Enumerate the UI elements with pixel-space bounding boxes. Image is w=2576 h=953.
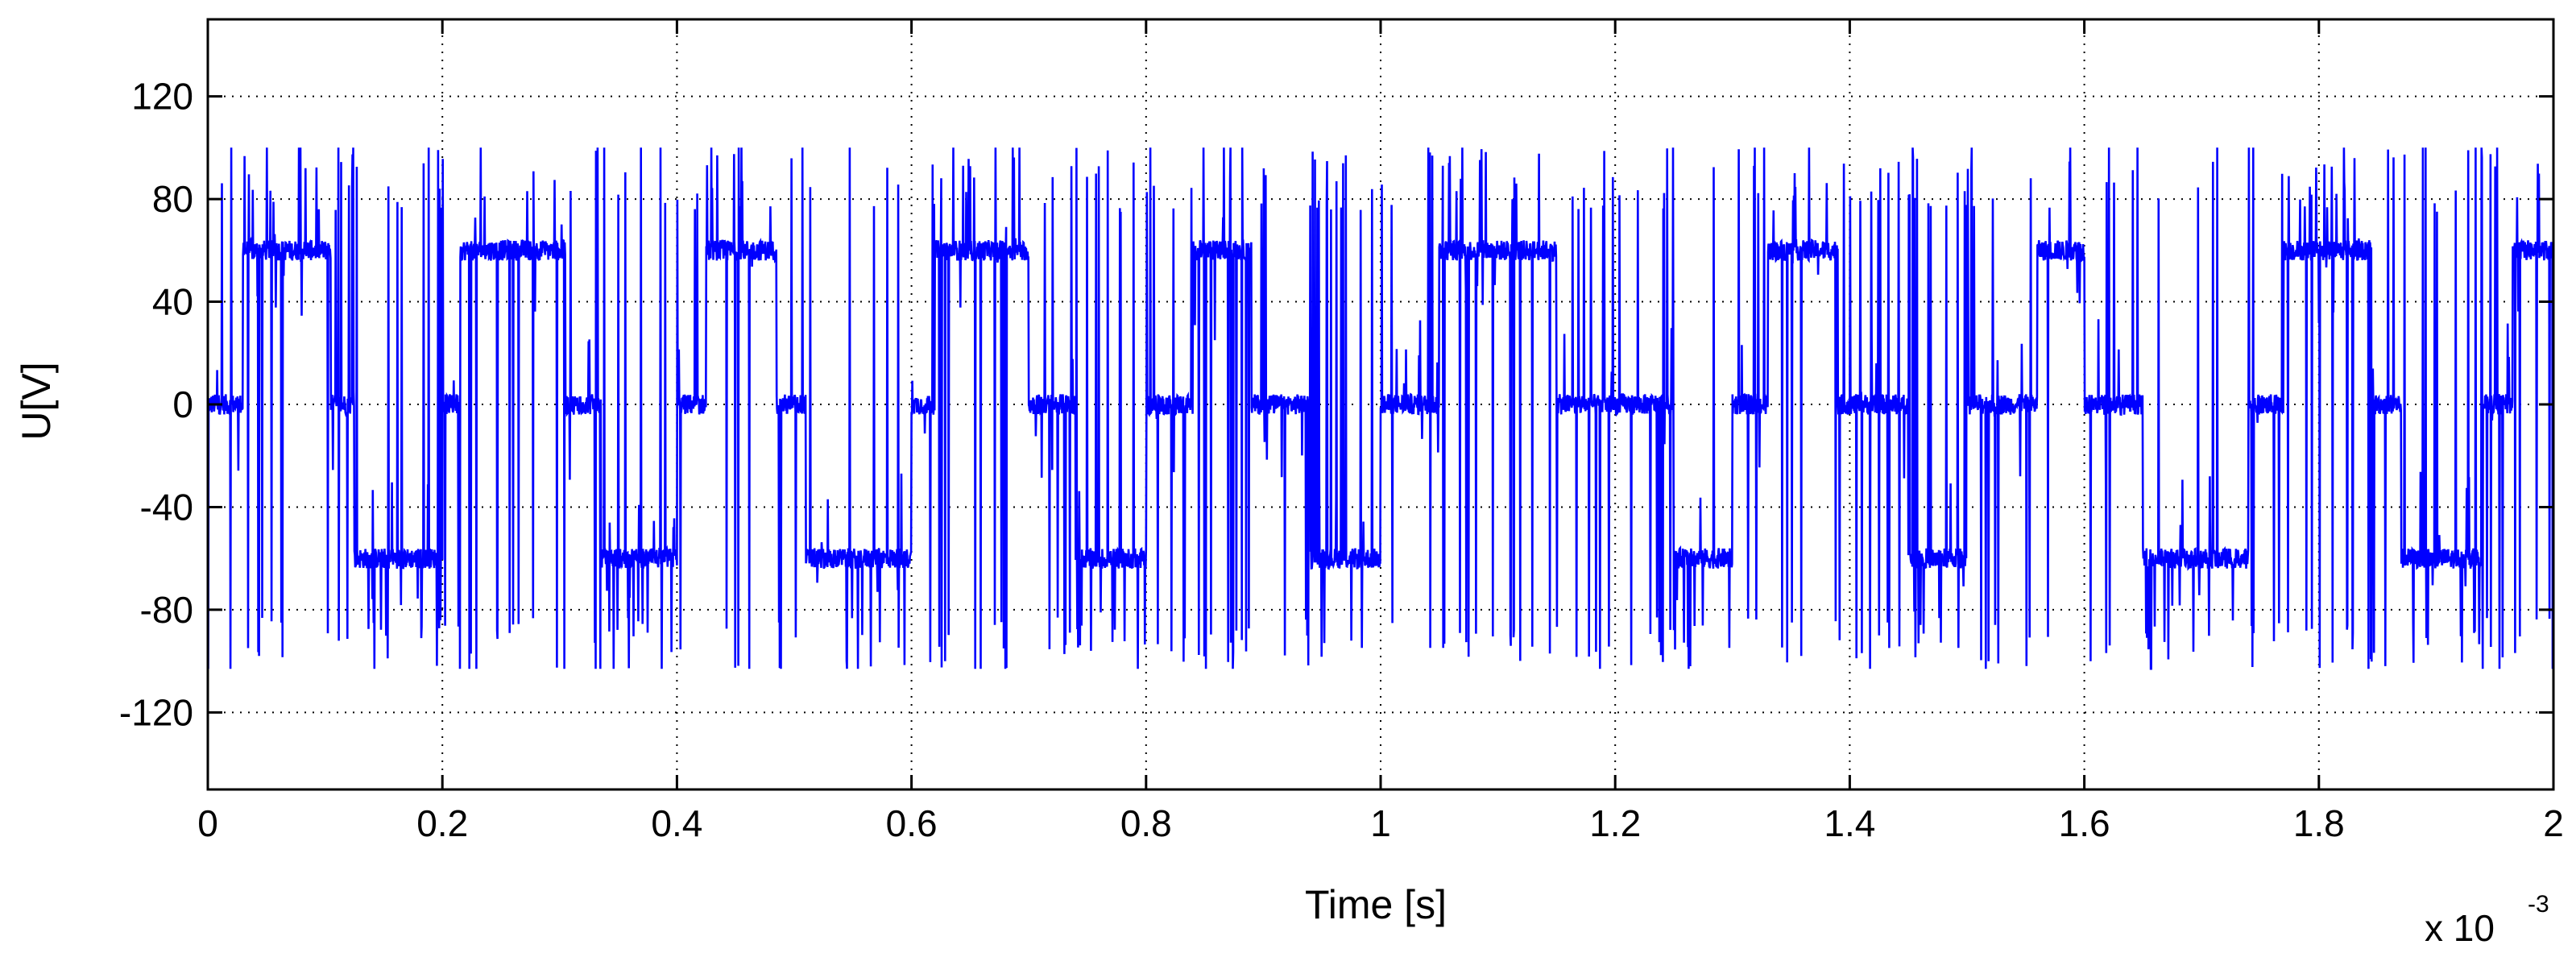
y-tick-label: 0: [172, 383, 193, 425]
x-tick-label: 0.6: [886, 802, 938, 844]
x-tick-label: 1.4: [1824, 802, 1875, 844]
x-axis-label: Time [s]: [1305, 882, 1447, 927]
voltage-series-line: [206, 147, 2555, 670]
x-tick-labels: 0 0.2 0.4 0.6 0.8 1 1.2 1.4 1.6 1.8 2: [197, 802, 2564, 844]
x-tick-label: 0.2: [416, 802, 468, 844]
x-tick-label: 1: [1370, 802, 1391, 844]
series-layer: [206, 147, 2555, 670]
x-tick-label: 0: [197, 802, 218, 844]
y-tick-labels: 120 80 40 0 -40 -80 -120: [119, 76, 193, 734]
axis-ticks: [206, 19, 2555, 789]
x-scale-factor-exponent: -3: [2528, 891, 2549, 918]
y-axis-label: U[V]: [14, 362, 59, 440]
y-tick-label: -40: [140, 486, 193, 528]
y-tick-label: 80: [152, 178, 193, 220]
y-tick-label: -120: [119, 691, 193, 733]
x-scale-factor-prefix: x 10: [2425, 907, 2495, 949]
x-tick-label: 1.8: [2293, 802, 2345, 844]
x-tick-label: 0.8: [1120, 802, 1172, 844]
x-tick-label: 0.4: [651, 802, 702, 844]
x-tick-label: 1.2: [1589, 802, 1641, 844]
y-tick-label: -80: [140, 589, 193, 631]
x-tick-label: 1.6: [2059, 802, 2110, 844]
y-tick-label: 120: [131, 76, 193, 118]
x-tick-label: 2: [2543, 802, 2564, 844]
y-tick-label: 40: [152, 281, 193, 323]
